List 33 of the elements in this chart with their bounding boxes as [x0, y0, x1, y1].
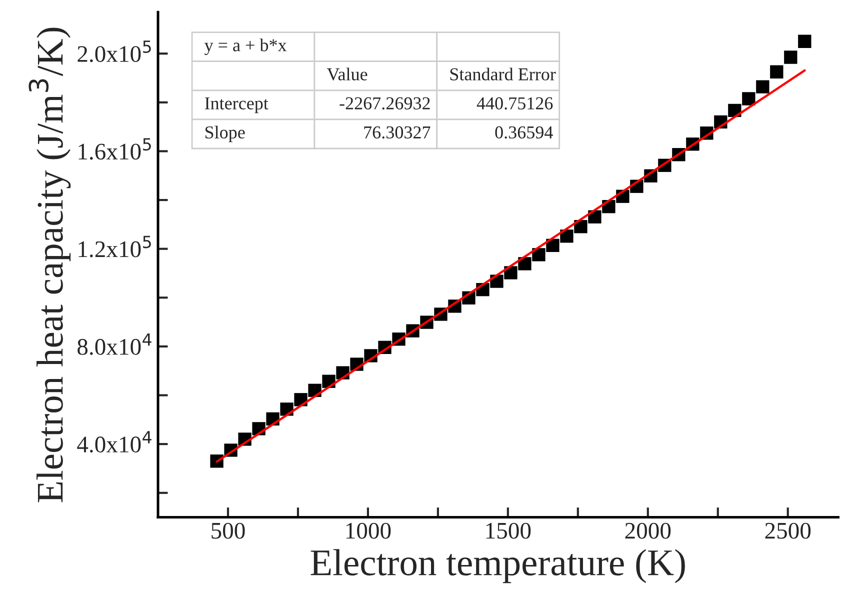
point	[532, 248, 546, 262]
y-axis-title: Electron heat capacity (J/m$^{3}$/K)	[28, 28, 71, 502]
x-tick-label: 500	[212, 522, 245, 539]
y-tick-label: 1.6x10$^{5}$	[78, 138, 151, 160]
point	[518, 257, 532, 270]
y-tick-label: 8.0x10$^{4}$	[78, 334, 152, 355]
annotation: Standard Error	[450, 68, 556, 80]
point	[560, 230, 574, 243]
x-tick-label: 2000	[625, 522, 671, 539]
y-tick-label: 1.2x10$^{5}$	[78, 236, 151, 258]
point	[728, 104, 742, 118]
annotation: 76.30327	[364, 126, 430, 139]
y-tick-label: 2.0x10$^{5}$	[78, 40, 151, 62]
point	[798, 34, 812, 48]
x-axis-title: Electron temperature (K)	[310, 549, 685, 584]
point	[770, 65, 784, 78]
annotation: Intercept	[204, 97, 268, 114]
point	[546, 238, 560, 252]
annotation: 0.36594	[495, 126, 553, 139]
x-tick-label: 2500	[765, 522, 811, 539]
x-tick-label: 1000	[346, 522, 391, 539]
annotation: 440.75126	[476, 97, 553, 110]
annotation: y = a + b*x	[204, 38, 287, 56]
point	[742, 92, 756, 106]
point	[756, 80, 770, 94]
annotation: Value	[326, 68, 368, 80]
point	[504, 266, 518, 280]
annotation: Slope	[205, 126, 245, 142]
y-tick-label: 4.0x10$^{4}$	[77, 431, 152, 453]
point	[574, 220, 588, 234]
annotation: -2267.26932	[340, 97, 430, 110]
x-tick-label: 1500	[486, 522, 531, 539]
point	[784, 50, 798, 64]
